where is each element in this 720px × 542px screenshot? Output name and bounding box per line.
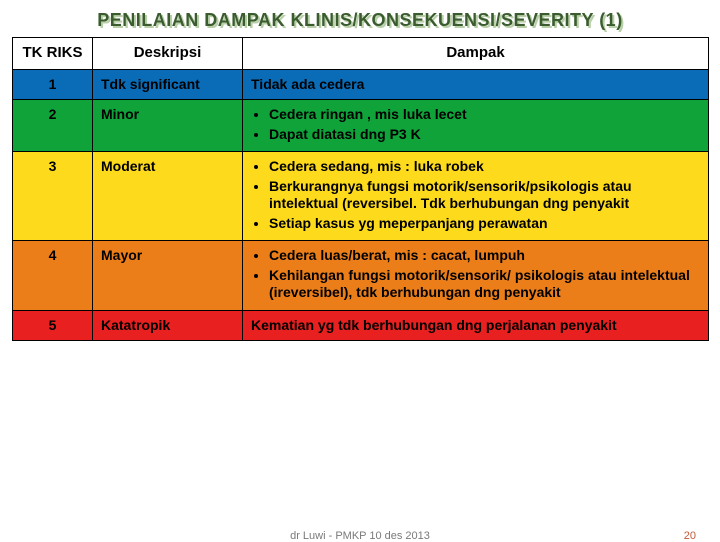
- cell-desc: Mayor: [93, 241, 243, 311]
- impact-item: Cedera luas/berat, mis : cacat, lumpuh: [269, 247, 700, 265]
- table-row: 4MayorCedera luas/berat, mis : cacat, lu…: [13, 241, 709, 311]
- cell-desc: Minor: [93, 100, 243, 152]
- impact-item: Berkurangnya fungsi motorik/sensorik/psi…: [269, 178, 700, 213]
- impact-item: Setiap kasus yg meperpanjang perawatan: [269, 215, 700, 233]
- impact-item: Cedera ringan , mis luka lecet: [269, 106, 700, 124]
- table-row: 3Moderat Cedera sedang, mis : luka robek B…: [13, 152, 709, 241]
- impact-item: Kehilangan fungsi motorik/sensorik/ psik…: [269, 267, 700, 302]
- cell-tk: 1: [13, 69, 93, 100]
- cell-impact: Cedera ringan , mis luka lecet Dapat diat…: [243, 100, 709, 152]
- cell-tk: 5: [13, 310, 93, 341]
- table-body: 1Tdk significantTidak ada cedera2MinorCe…: [13, 69, 709, 341]
- table-row: 2Minor Cedera ringan , mis luka lecet Dapa…: [13, 100, 709, 152]
- table-row: 1Tdk significantTidak ada cedera: [13, 69, 709, 100]
- header-tk: TK RIKS: [13, 38, 93, 70]
- table-row: 5KatatropikKematian yg tdk berhubungan d…: [13, 310, 709, 341]
- impact-item: Dapat diatasi dng P3 K: [269, 126, 700, 144]
- cell-tk: 4: [13, 241, 93, 311]
- cell-impact: Tidak ada cedera: [243, 69, 709, 100]
- table-header-row: TK RIKS Deskripsi Dampak: [13, 38, 709, 70]
- footer-credit: dr Luwi - PMKP 10 des 2013: [0, 530, 720, 542]
- cell-desc: Tdk significant: [93, 69, 243, 100]
- page-title: PENILAIAN DAMPAK KLINIS/KONSEKUENSI/SEVE…: [0, 0, 720, 37]
- page-number: 20: [684, 530, 696, 542]
- cell-impact: Kematian yg tdk berhubungan dng perjalan…: [243, 310, 709, 341]
- cell-desc: Katatropik: [93, 310, 243, 341]
- cell-impact: Cedera luas/berat, mis : cacat, lumpuh Ke…: [243, 241, 709, 311]
- impact-item: Cedera sedang, mis : luka robek: [269, 158, 700, 176]
- cell-desc: Moderat: [93, 152, 243, 241]
- cell-impact: Cedera sedang, mis : luka robek Berkurang…: [243, 152, 709, 241]
- header-impact: Dampak: [243, 38, 709, 70]
- cell-tk: 3: [13, 152, 93, 241]
- cell-tk: 2: [13, 100, 93, 152]
- severity-table: TK RIKS Deskripsi Dampak 1Tdk significan…: [12, 37, 709, 341]
- header-desc: Deskripsi: [93, 38, 243, 70]
